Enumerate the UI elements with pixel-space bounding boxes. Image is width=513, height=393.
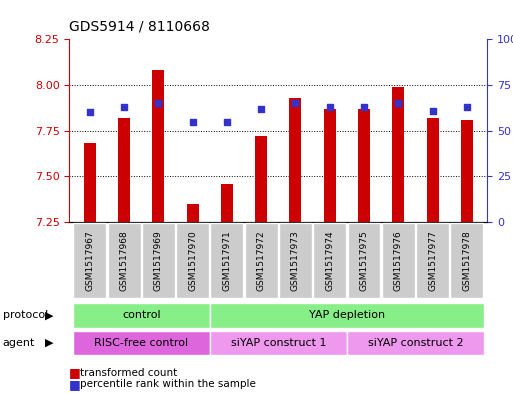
Bar: [347, 331, 484, 355]
Bar: [392, 87, 404, 222]
Text: siYAP construct 1: siYAP construct 1: [230, 338, 326, 348]
Text: ■: ■: [69, 366, 81, 379]
Bar: [382, 223, 415, 298]
Text: GSM1517976: GSM1517976: [394, 230, 403, 291]
Text: siYAP construct 2: siYAP construct 2: [368, 338, 463, 348]
Point: [154, 100, 163, 107]
Point: [394, 100, 402, 107]
Point: [223, 118, 231, 125]
Text: GSM1517978: GSM1517978: [462, 230, 471, 291]
Text: GSM1517973: GSM1517973: [291, 230, 300, 291]
Bar: [210, 223, 243, 298]
Point: [291, 100, 300, 107]
Bar: [84, 143, 96, 222]
Text: ■: ■: [69, 378, 81, 391]
Bar: [176, 223, 209, 298]
Bar: [210, 303, 484, 328]
Text: agent: agent: [3, 338, 35, 348]
Bar: [461, 120, 473, 222]
Text: percentile rank within the sample: percentile rank within the sample: [80, 379, 255, 389]
Bar: [108, 223, 141, 298]
Text: GSM1517970: GSM1517970: [188, 230, 197, 291]
Bar: [73, 223, 106, 298]
Bar: [187, 204, 199, 222]
Bar: [210, 331, 347, 355]
Bar: [347, 223, 381, 298]
Text: GDS5914 / 8110668: GDS5914 / 8110668: [69, 20, 210, 34]
Point: [188, 118, 196, 125]
Point: [463, 104, 471, 110]
Bar: [279, 223, 312, 298]
Text: GSM1517975: GSM1517975: [360, 230, 368, 291]
Bar: [416, 223, 449, 298]
Point: [257, 106, 265, 112]
Text: ▶: ▶: [45, 338, 54, 348]
Bar: [289, 98, 302, 222]
Text: GSM1517969: GSM1517969: [154, 230, 163, 291]
Bar: [450, 223, 483, 298]
Text: GSM1517972: GSM1517972: [256, 230, 266, 291]
Text: control: control: [122, 310, 161, 320]
Text: GSM1517974: GSM1517974: [325, 230, 334, 291]
Bar: [426, 118, 439, 222]
Point: [360, 104, 368, 110]
Bar: [142, 223, 175, 298]
Bar: [152, 70, 164, 222]
Text: GSM1517967: GSM1517967: [85, 230, 94, 291]
Bar: [245, 223, 278, 298]
Text: GSM1517977: GSM1517977: [428, 230, 437, 291]
Text: RISC-free control: RISC-free control: [94, 338, 188, 348]
Point: [120, 104, 128, 110]
Text: GSM1517968: GSM1517968: [120, 230, 129, 291]
Text: YAP depletion: YAP depletion: [309, 310, 385, 320]
Bar: [358, 109, 370, 222]
Bar: [221, 184, 233, 222]
Bar: [73, 303, 210, 328]
Bar: [313, 223, 346, 298]
Point: [86, 109, 94, 116]
Text: transformed count: transformed count: [80, 367, 177, 378]
Point: [428, 107, 437, 114]
Point: [326, 104, 334, 110]
Bar: [118, 118, 130, 222]
Text: GSM1517971: GSM1517971: [223, 230, 231, 291]
Text: ▶: ▶: [45, 310, 54, 320]
Bar: [255, 136, 267, 222]
Bar: [73, 331, 210, 355]
Bar: [324, 109, 336, 222]
Text: protocol: protocol: [3, 310, 48, 320]
